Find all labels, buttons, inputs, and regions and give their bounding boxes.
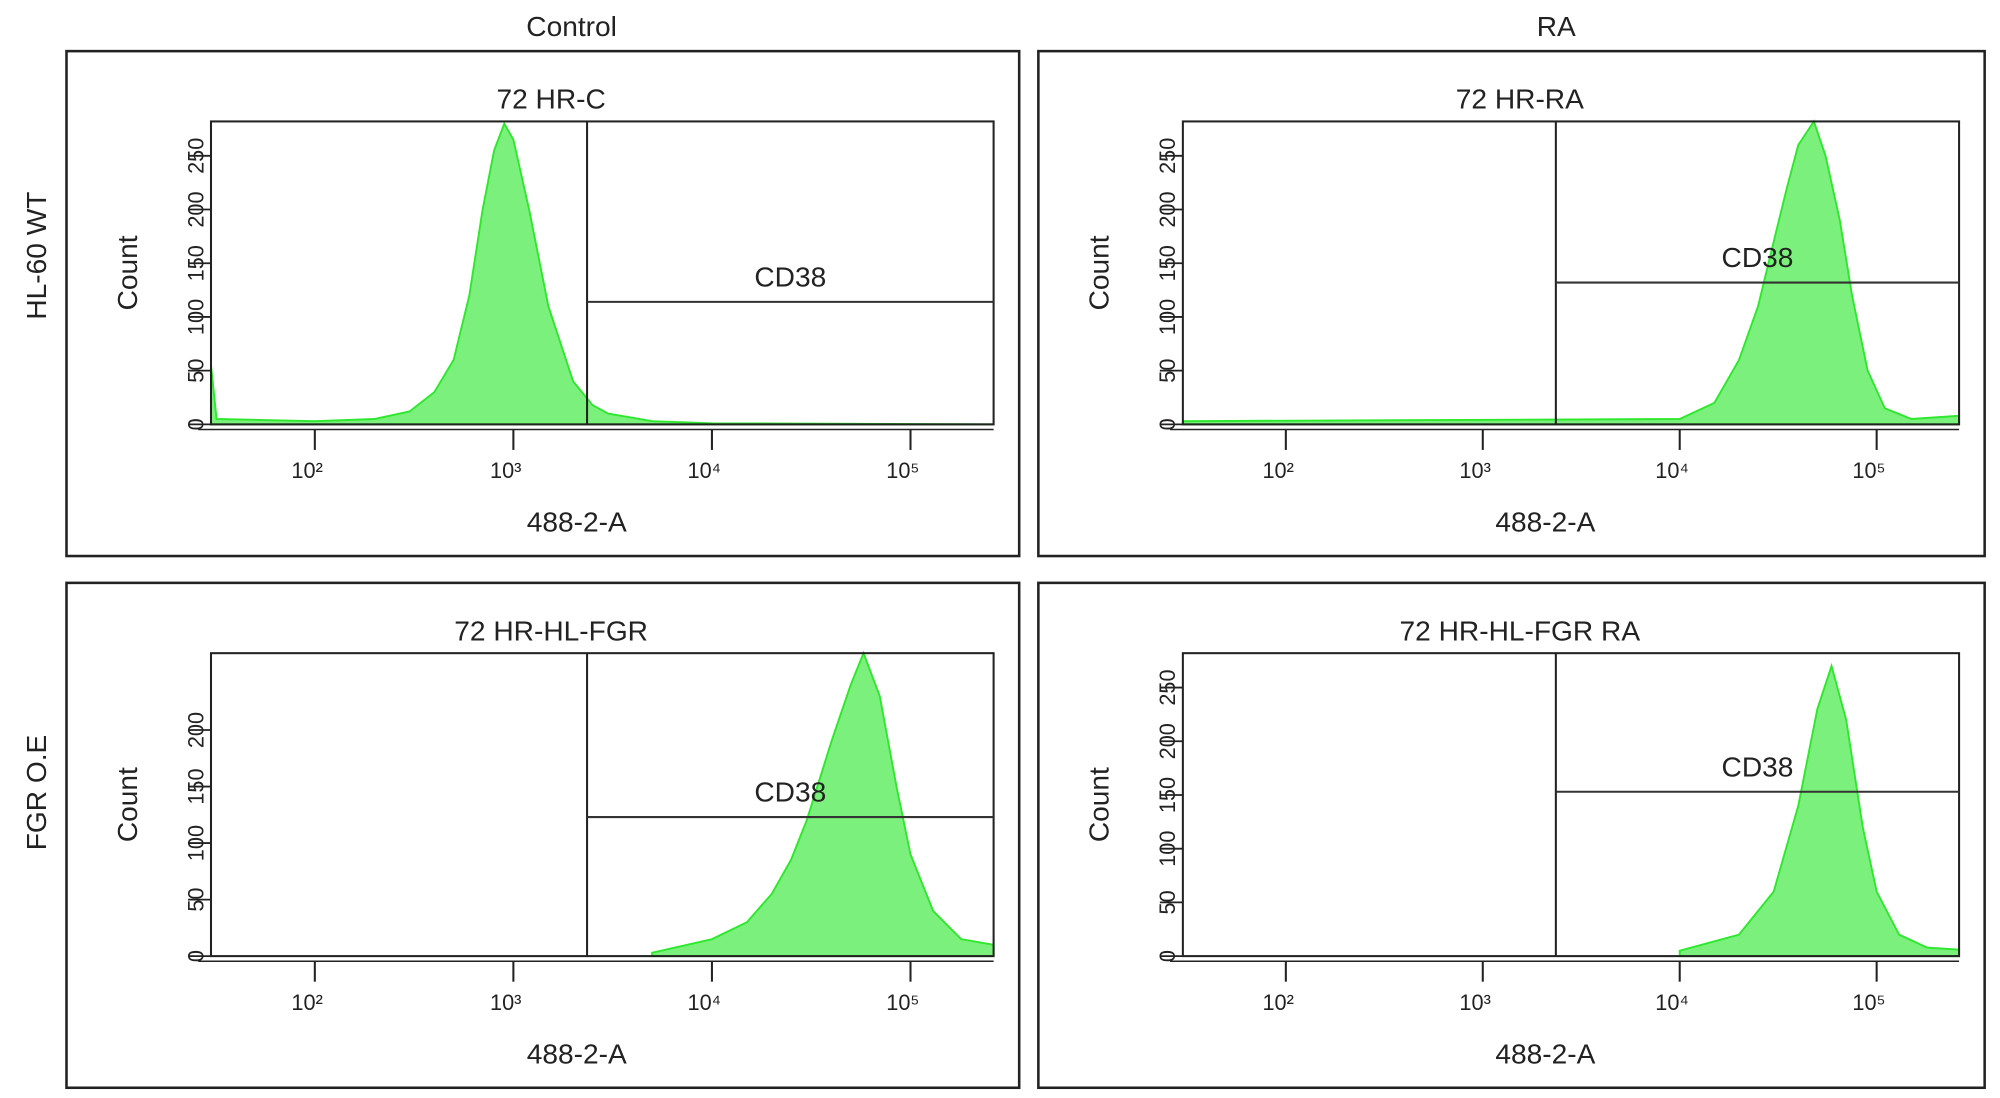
y-tick-label: 200 — [1155, 723, 1180, 759]
y-tick-label: 200 — [183, 712, 208, 748]
row-label: HL-60 WT — [21, 192, 52, 320]
panel-title: 72 HR-RA — [1456, 84, 1584, 115]
y-tick-label: 50 — [183, 359, 208, 383]
x-tick-label: 10⁵ — [886, 990, 919, 1015]
plot-frame — [209, 120, 995, 426]
y-tick-label: 100 — [1155, 299, 1180, 335]
plot-frame — [209, 652, 995, 958]
x-tick-label: 10⁵ — [1852, 458, 1885, 483]
y-axis-label: Count — [112, 235, 143, 310]
x-tick-label: 10⁴ — [688, 990, 722, 1015]
y-tick-label: 150 — [183, 768, 208, 804]
y-tick-label: 100 — [183, 825, 208, 861]
y-tick-label: 250 — [1155, 669, 1180, 705]
x-tick-label: 10³ — [490, 990, 521, 1015]
column-label: RA — [1537, 11, 1576, 42]
gate-label: CD38 — [1722, 751, 1794, 782]
y-tick-label: 0 — [183, 418, 208, 430]
histogram-area — [651, 650, 995, 958]
x-axis-label: 488-2-A — [1495, 1038, 1595, 1069]
panel-box — [1037, 49, 1986, 558]
y-tick-label: 100 — [1155, 831, 1180, 867]
y-tick-label: 0 — [183, 950, 208, 962]
x-tick-label: 10² — [1262, 458, 1293, 483]
y-tick-label: 150 — [1155, 777, 1180, 813]
y-axis-label: Count — [1084, 767, 1115, 842]
y-tick-label: 0 — [1155, 418, 1180, 430]
x-tick-label: 10⁴ — [1655, 458, 1689, 483]
y-tick-label: 150 — [183, 245, 208, 281]
x-tick-label: 10⁵ — [886, 458, 919, 483]
y-axis-label: Count — [112, 767, 143, 842]
x-tick-label: 10² — [291, 990, 322, 1015]
x-axis-label: 488-2-A — [527, 507, 627, 538]
x-tick-label: 10³ — [1459, 458, 1490, 483]
column-label: Control — [526, 11, 617, 42]
y-tick-label: 250 — [183, 138, 208, 174]
panel-title: 72 HR-C — [496, 84, 605, 115]
y-tick-label: 50 — [1155, 890, 1180, 914]
y-tick-label: 0 — [1155, 950, 1180, 962]
plot-frame — [1181, 120, 1961, 426]
x-axis-label: 488-2-A — [527, 1038, 627, 1069]
panel-title: 72 HR-HL-FGR RA — [1400, 615, 1641, 646]
x-tick-label: 10⁴ — [688, 458, 722, 483]
histogram-area — [1678, 662, 1961, 958]
y-tick-label: 200 — [1155, 191, 1180, 227]
plot-frame — [1181, 652, 1961, 958]
x-tick-label: 10⁵ — [1852, 990, 1885, 1015]
panel-box — [1037, 581, 1986, 1090]
histogram-area — [210, 121, 994, 426]
x-tick-label: 10³ — [490, 458, 521, 483]
y-tick-label: 200 — [183, 191, 208, 227]
histogram-area — [1181, 119, 1961, 426]
panel-title: 72 HR-HL-FGR — [454, 615, 648, 646]
x-tick-label: 10⁴ — [1655, 990, 1689, 1015]
y-tick-label: 150 — [1155, 245, 1180, 281]
y-tick-label: 100 — [183, 299, 208, 335]
row-label: FGR O.E — [21, 735, 52, 851]
panel-box — [65, 49, 1021, 558]
y-axis-label: Count — [1084, 235, 1115, 310]
x-tick-label: 10² — [1262, 990, 1293, 1015]
panel-box — [65, 581, 1021, 1090]
gate-label: CD38 — [754, 262, 826, 293]
x-axis-label: 488-2-A — [1495, 507, 1595, 538]
y-tick-label: 50 — [183, 888, 208, 912]
gate-label: CD38 — [1722, 242, 1794, 273]
x-tick-label: 10³ — [1459, 990, 1490, 1015]
gate-label: CD38 — [754, 777, 826, 808]
x-tick-label: 10² — [291, 458, 322, 483]
y-tick-label: 250 — [1155, 138, 1180, 174]
y-tick-label: 50 — [1155, 359, 1180, 383]
